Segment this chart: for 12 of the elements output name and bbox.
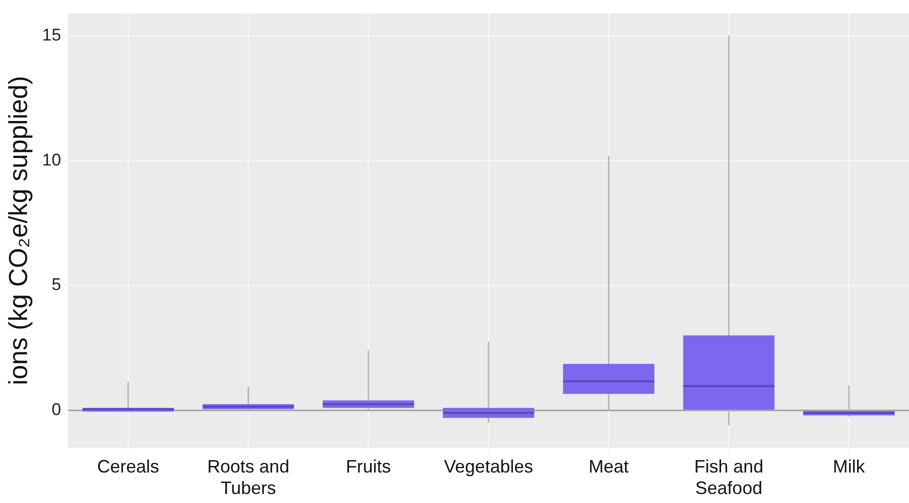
x-tick-label: Meat xyxy=(588,456,629,477)
y-tick-label: 5 xyxy=(52,275,62,294)
y-tick-label: 15 xyxy=(42,25,62,44)
x-tick-label: Fish and Seafood xyxy=(694,456,764,498)
x-tick-label: Cereals xyxy=(97,456,160,477)
x-tick-label: Vegetables xyxy=(444,456,534,477)
x-tick-label: Fruits xyxy=(346,456,391,477)
y-tick-label: 0 xyxy=(52,400,62,420)
y-tick-label: 10 xyxy=(42,150,62,170)
y-axis-title: ions (kg CO₂e/kg supplied) xyxy=(2,76,33,386)
x-tick-label: Milk xyxy=(832,456,866,477)
x-tick-label: Roots and Tubers xyxy=(207,456,290,498)
